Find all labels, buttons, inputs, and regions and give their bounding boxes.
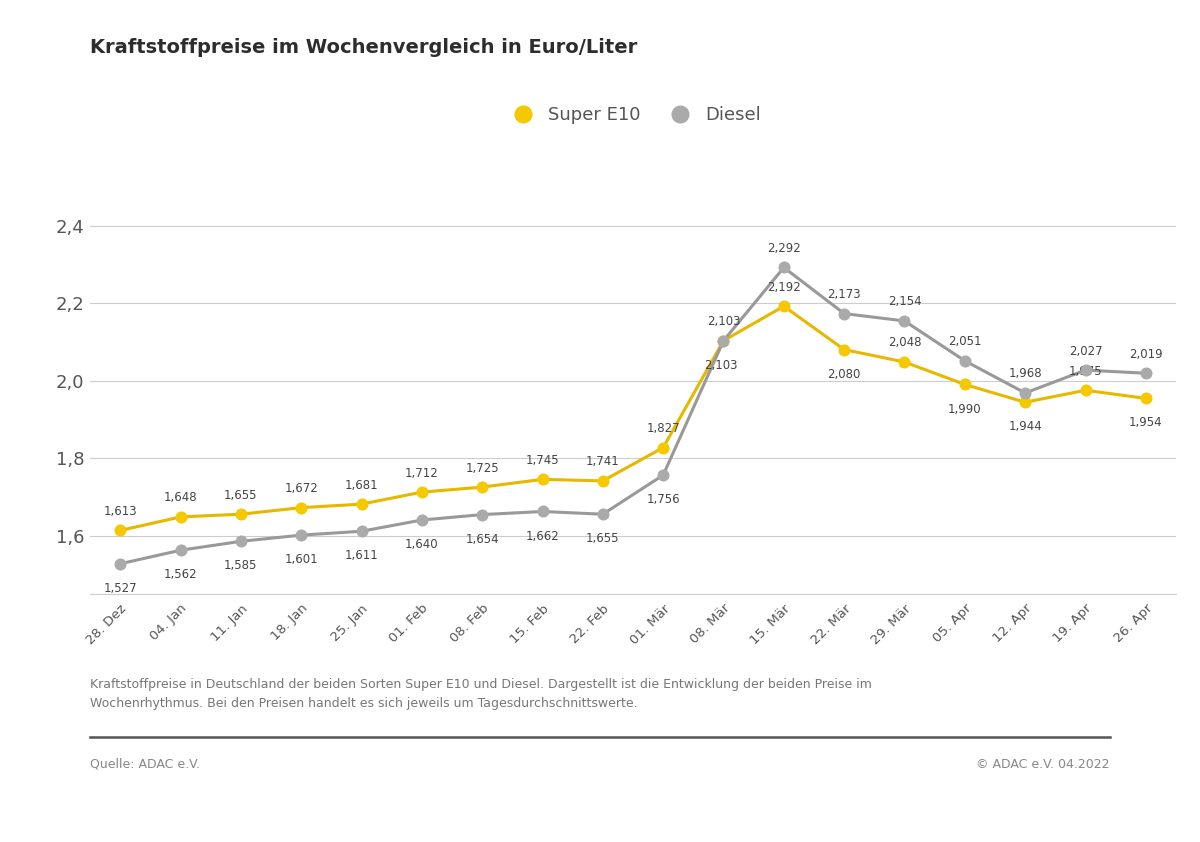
- Point: [1136, 392, 1156, 405]
- Text: 1,756: 1,756: [647, 493, 680, 506]
- Point: [292, 501, 311, 514]
- Text: 1,954: 1,954: [1129, 417, 1163, 429]
- Point: [1076, 364, 1096, 377]
- Text: 1,745: 1,745: [526, 454, 559, 466]
- Point: [232, 535, 251, 548]
- Text: 2,048: 2,048: [888, 337, 922, 349]
- Text: Kraftstoffpreise in Deutschland der beiden Sorten Super E10 und Diesel. Dargeste: Kraftstoffpreise in Deutschland der beid…: [90, 678, 872, 710]
- Text: 2,051: 2,051: [948, 335, 982, 349]
- Legend: Super E10, Diesel: Super E10, Diesel: [498, 99, 768, 131]
- Text: 2,103: 2,103: [704, 359, 738, 372]
- Text: 1,725: 1,725: [466, 461, 499, 475]
- Text: 2,019: 2,019: [1129, 348, 1163, 360]
- Point: [654, 468, 673, 482]
- Text: 2,027: 2,027: [1069, 344, 1103, 358]
- Point: [654, 441, 673, 455]
- Point: [1076, 384, 1096, 397]
- Point: [232, 508, 251, 521]
- Point: [593, 474, 612, 488]
- Point: [413, 514, 432, 527]
- Point: [1015, 396, 1034, 409]
- Point: [473, 508, 492, 521]
- Text: 1,712: 1,712: [404, 466, 439, 480]
- Point: [714, 334, 733, 348]
- Text: 1,990: 1,990: [948, 402, 982, 415]
- Text: 1,613: 1,613: [103, 505, 137, 518]
- Text: 2,154: 2,154: [888, 296, 922, 308]
- Text: 1,681: 1,681: [344, 478, 378, 492]
- Text: 1,654: 1,654: [466, 533, 499, 546]
- Text: 2,080: 2,080: [828, 368, 860, 381]
- Point: [895, 314, 914, 328]
- Point: [593, 508, 612, 521]
- Point: [834, 343, 853, 356]
- Text: 1,672: 1,672: [284, 482, 318, 495]
- Text: 2,103: 2,103: [707, 315, 740, 328]
- Point: [352, 498, 371, 511]
- Point: [774, 300, 793, 313]
- Point: [774, 261, 793, 274]
- Text: 1,741: 1,741: [586, 456, 619, 468]
- Point: [110, 524, 130, 537]
- Point: [955, 378, 974, 392]
- Point: [1136, 366, 1156, 380]
- Text: 1,640: 1,640: [406, 538, 439, 551]
- Point: [533, 504, 552, 518]
- Point: [352, 525, 371, 538]
- Text: 1,655: 1,655: [586, 532, 619, 546]
- Text: 1,655: 1,655: [224, 488, 258, 502]
- Point: [170, 510, 190, 524]
- Point: [714, 334, 733, 348]
- Text: Quelle: ADAC e.V.: Quelle: ADAC e.V.: [90, 758, 200, 770]
- Text: 2,292: 2,292: [767, 242, 800, 255]
- Point: [473, 480, 492, 493]
- Point: [834, 306, 853, 320]
- Text: 1,944: 1,944: [1008, 420, 1042, 434]
- Point: [533, 472, 552, 486]
- Text: 1,975: 1,975: [1069, 365, 1103, 378]
- Text: 1,585: 1,585: [224, 559, 258, 573]
- Point: [1015, 386, 1034, 400]
- Point: [955, 354, 974, 368]
- Point: [895, 355, 914, 369]
- Text: 1,648: 1,648: [163, 492, 197, 504]
- Text: © ADAC e.V. 04.2022: © ADAC e.V. 04.2022: [977, 758, 1110, 770]
- Text: 1,601: 1,601: [284, 553, 318, 566]
- Text: 1,562: 1,562: [163, 568, 197, 581]
- Point: [170, 543, 190, 557]
- Text: Kraftstoffpreise im Wochenvergleich in Euro/Liter: Kraftstoffpreise im Wochenvergleich in E…: [90, 38, 637, 57]
- Text: 1,527: 1,527: [103, 582, 137, 594]
- Point: [110, 557, 130, 571]
- Text: 2,173: 2,173: [827, 288, 860, 301]
- Text: 2,192: 2,192: [767, 280, 800, 294]
- Text: 1,968: 1,968: [1008, 367, 1042, 381]
- Text: 1,611: 1,611: [344, 549, 378, 562]
- Point: [413, 485, 432, 498]
- Point: [292, 529, 311, 542]
- Text: 1,827: 1,827: [647, 422, 680, 435]
- Text: 1,662: 1,662: [526, 530, 559, 542]
